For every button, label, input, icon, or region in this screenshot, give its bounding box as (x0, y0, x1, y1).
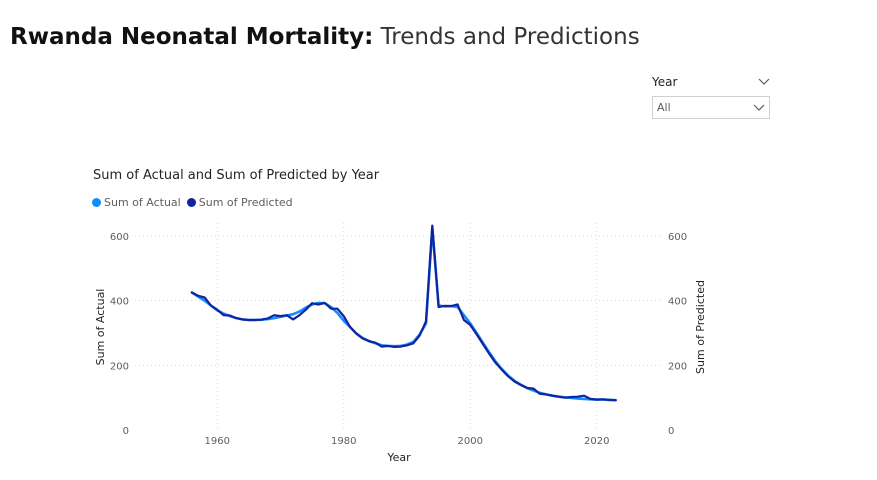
year-dropdown[interactable]: All (652, 96, 770, 119)
y-tick-label: 200 (110, 361, 129, 372)
y-tick-label: 0 (123, 426, 129, 437)
legend-dot-predicted (186, 198, 196, 207)
page-title: Rwanda Neonatal Mortality: Trends and Pr… (10, 24, 640, 50)
y-tick-label: 400 (110, 297, 129, 308)
chevron-down-icon[interactable] (758, 78, 770, 86)
page-title-bold: Rwanda Neonatal Mortality: (10, 24, 374, 50)
chart-legend: Sum of Actual Sum of Predicted (92, 196, 293, 209)
year-slicer-label: Year (652, 75, 678, 89)
series-layer (190, 224, 618, 402)
y-tick-label: 600 (110, 232, 129, 243)
x-axis-title: Year (386, 451, 411, 464)
legend-label-actual: Sum of Actual (104, 196, 181, 209)
year-slicer[interactable]: Year All (652, 72, 770, 119)
x-tick-label: 1960 (205, 436, 230, 447)
y2-tick-label: 600 (668, 232, 687, 243)
y2-tick-label: 200 (668, 361, 687, 372)
legend-item-predicted[interactable]: Sum of Predicted (186, 196, 293, 209)
year-dropdown-value: All (657, 101, 671, 114)
x-tick-label: 2020 (584, 436, 609, 447)
legend-label-predicted: Sum of Predicted (198, 196, 293, 209)
x-tick-label: 2000 (458, 436, 483, 447)
y2-axis-title: Sum of Predicted (694, 280, 707, 374)
chevron-down-icon[interactable] (753, 104, 765, 112)
year-slicer-header[interactable]: Year (652, 72, 770, 92)
y-axis-title: Sum of Actual (94, 289, 107, 366)
y2-tick-label: 0 (668, 426, 674, 437)
legend-item-actual[interactable]: Sum of Actual (92, 196, 181, 209)
series-line-actual[interactable] (190, 226, 618, 402)
y2-tick-label: 400 (668, 297, 687, 308)
tick-layer: 0 0 200 200 400 400 600 600 1960 1980 2000 2020 (110, 232, 687, 447)
series-line-predicted[interactable] (190, 224, 617, 402)
page-title-light: Trends and Predictions (380, 24, 640, 50)
legend-dot-actual (92, 198, 101, 207)
grid-layer (135, 223, 660, 430)
chart-title: Sum of Actual and Sum of Predicted by Ye… (93, 168, 380, 183)
x-tick-label: 1980 (331, 436, 356, 447)
